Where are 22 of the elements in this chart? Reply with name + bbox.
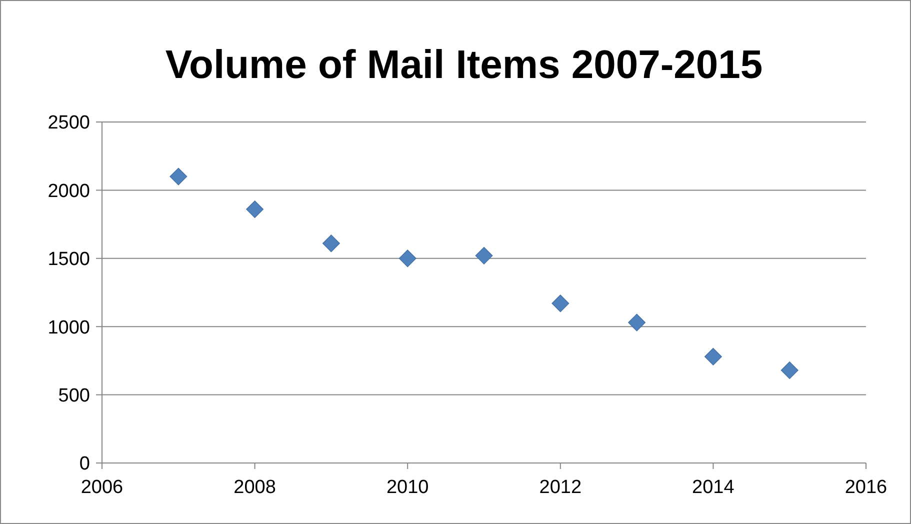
point <box>398 250 416 268</box>
y-tick-label: 1500 <box>48 249 90 270</box>
point <box>246 200 264 218</box>
point <box>322 234 340 252</box>
x-tick-label: 2014 <box>692 477 735 498</box>
point <box>170 168 188 186</box>
point <box>552 294 570 312</box>
chart-title: Volume of Mail Items 2007-2015 <box>165 43 763 87</box>
x-tick-label: 2008 <box>234 477 276 498</box>
x-tick-label: 2010 <box>386 477 429 498</box>
point <box>475 246 493 264</box>
y-tick-label: 1000 <box>48 317 90 338</box>
y-tick-label: 0 <box>79 454 90 475</box>
x-tick-label: 2016 <box>844 477 888 498</box>
point <box>628 314 646 332</box>
y-tick-label: 2500 <box>48 112 90 134</box>
point <box>780 362 798 379</box>
y-tick-label: 500 <box>58 385 90 406</box>
point <box>704 348 722 366</box>
y-tick-label: 2000 <box>48 180 90 202</box>
x-tick-label: 2012 <box>539 477 582 498</box>
x-tick-label: 2006 <box>80 477 124 498</box>
